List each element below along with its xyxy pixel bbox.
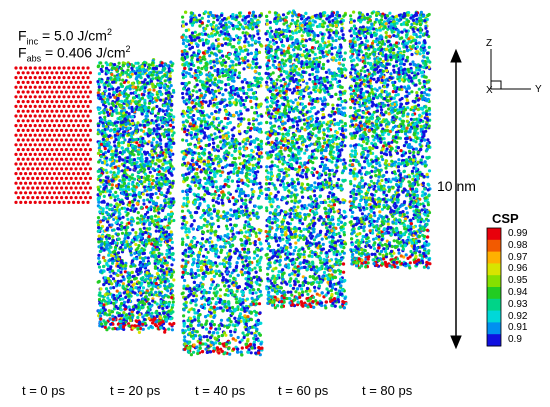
incident-value: = 5.0 J/cm [38, 27, 107, 44]
snapshot-20ps [96, 58, 176, 334]
absorbed-exponent: 2 [125, 44, 131, 54]
legend-label: 0.92 [508, 310, 528, 322]
legend-label: 0.9 [508, 334, 522, 346]
csp-colorbar [486, 227, 502, 347]
colorbar-swatch [487, 287, 501, 300]
incident-symbol: F [18, 27, 27, 44]
axis-x-label: X [486, 85, 493, 96]
axis-z-label: Z [486, 38, 493, 49]
absorbed-subscript: abs [26, 53, 42, 64]
colorbar-swatch [487, 298, 501, 312]
absorbed-symbol: F [18, 44, 27, 61]
legend-label: 0.94 [508, 286, 528, 298]
axis-y-label: Y [535, 84, 542, 95]
scale-bar-label: 10 nm [437, 178, 476, 194]
legend-label: 0.91 [508, 322, 528, 334]
colorbar-swatch [487, 228, 501, 241]
time-label-1: t = 20 ps [110, 383, 161, 398]
incident-exponent: 2 [106, 27, 112, 37]
colorbar-swatch [487, 251, 501, 264]
colorbar-swatch [487, 239, 501, 253]
legend-label: 0.98 [508, 239, 528, 251]
snapshot-80ps [348, 10, 432, 270]
legend-label: 0.93 [508, 298, 528, 310]
legend-label: 0.96 [508, 263, 528, 275]
colorbar-swatch [487, 334, 501, 347]
colorbar-swatch [487, 322, 501, 335]
colorbar-swatch [487, 275, 501, 288]
snapshot-60ps [264, 9, 348, 310]
colorbar-swatch [487, 310, 501, 323]
axis-triad [490, 49, 531, 90]
absorbed-fluence: Fabs = 0.406 J/cm2 [18, 41, 131, 66]
colorbar-swatch [487, 263, 501, 276]
absorbed-value: = 0.406 J/cm [41, 44, 126, 61]
legend-label: 0.99 [508, 227, 528, 239]
time-label-3: t = 60 ps [278, 383, 329, 398]
legend-title: CSP [492, 211, 519, 226]
time-label-0: t = 0 ps [22, 383, 65, 398]
legend-label: 0.95 [508, 275, 528, 287]
time-label-2: t = 40 ps [195, 383, 246, 398]
snapshot-0ps [14, 66, 92, 204]
scale-bar-arrow [450, 48, 462, 350]
incident-fluence: Finc = 5.0 J/cm2 [18, 24, 112, 49]
legend-label: 0.97 [508, 251, 528, 263]
time-label-4: t = 80 ps [362, 383, 413, 398]
incident-subscript: inc [26, 36, 39, 47]
snapshot-40ps [180, 10, 264, 357]
